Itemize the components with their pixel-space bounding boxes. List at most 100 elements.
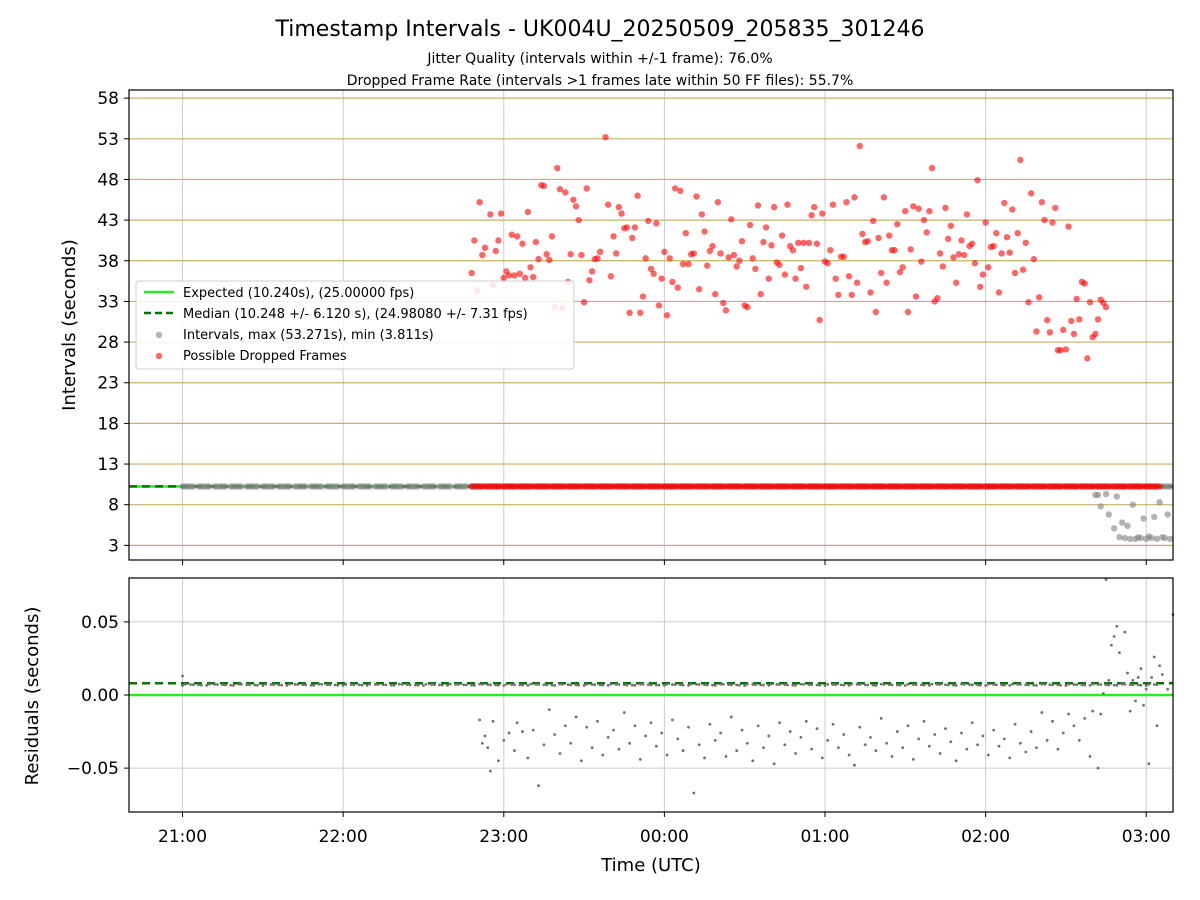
residual-point: [478, 718, 482, 722]
intervals-y-tick-label: 23: [97, 374, 119, 394]
dropped-frame-point: [955, 251, 963, 258]
dropped-frame-point: [776, 261, 783, 269]
residual-point: [778, 721, 781, 725]
dropped-frame-point: [942, 204, 949, 212]
dropped-frame-point: [508, 231, 515, 238]
interval-point: [1126, 535, 1134, 543]
residual-point: [879, 717, 883, 720]
dropped-frame-point: [982, 219, 989, 226]
dropped-frame-point: [736, 257, 743, 264]
intervals-points: [179, 133, 1174, 543]
dropped-frame-point: [1156, 483, 1163, 490]
residual-point: [478, 682, 482, 686]
dropped-frame-point: [543, 251, 550, 258]
residual-point: [919, 683, 923, 687]
residual-point: [537, 683, 540, 686]
dropped-frame-point: [789, 246, 797, 254]
dropped-frame-point: [1086, 299, 1094, 306]
residual-point: [1166, 687, 1170, 691]
residual-point: [1115, 684, 1119, 687]
residual-point: [810, 747, 814, 751]
dropped-frame-point: [1084, 355, 1091, 362]
dropped-frame-point: [795, 239, 802, 247]
dropped-frame-point: [492, 247, 499, 255]
residual-point: [256, 683, 259, 687]
residual-point: [1142, 703, 1145, 707]
residual-point: [815, 683, 819, 687]
residual-point: [189, 683, 192, 686]
residual-point: [743, 684, 747, 687]
residual-point: [601, 683, 605, 687]
dropped-frame-point: [1003, 233, 1011, 241]
residuals-reference-lines: [129, 682, 1173, 697]
dropped-frame-point: [848, 291, 855, 299]
residual-point: [561, 682, 565, 686]
interval-point: [1110, 525, 1118, 532]
dropped-frame-point: [610, 233, 617, 240]
legend-dropped-label: Possible Dropped Frames: [183, 349, 347, 364]
residual-point: [438, 683, 441, 687]
dropped-frame-point: [899, 264, 906, 271]
residual-point: [882, 682, 886, 686]
residual-point: [191, 683, 195, 687]
residual-point: [622, 711, 626, 714]
residual-point: [836, 746, 840, 750]
dropped-frame-point: [792, 275, 799, 282]
residual-point: [863, 743, 867, 747]
dropped-frame-point: [961, 251, 968, 259]
residual-point: [697, 743, 701, 747]
residual-point: [486, 683, 490, 687]
residuals-points: [181, 578, 1175, 795]
dropped-frame-point: [693, 193, 700, 200]
dropped-frame-point: [1081, 280, 1088, 287]
residual-point: [911, 683, 915, 686]
dropped-frame-point: [642, 255, 649, 262]
residual-point: [727, 683, 731, 687]
residual-point: [472, 684, 476, 687]
residual-point: [384, 683, 388, 687]
residual-point: [341, 684, 345, 687]
residual-point: [574, 715, 578, 719]
dropped-frame-point: [650, 270, 657, 277]
dropped-frame-point: [722, 307, 730, 314]
residual-point: [1144, 687, 1148, 691]
dropped-frame-point: [1076, 316, 1083, 323]
residual-point: [740, 728, 744, 732]
dropped-frame-point: [706, 247, 714, 255]
dropped-frame-point: [530, 273, 537, 281]
residual-point: [903, 684, 907, 687]
residual-point: [906, 682, 910, 686]
residual-point: [1096, 766, 1100, 770]
dropped-frame-point: [859, 230, 866, 238]
dropped-frame-point: [995, 289, 1003, 296]
residual-point: [906, 724, 910, 728]
residual-point: [751, 759, 755, 763]
residual-point: [1131, 678, 1135, 682]
residual-point: [874, 749, 878, 752]
residuals-y-ticks: 0.05 0.00 −0.05: [67, 613, 129, 779]
residual-point: [526, 683, 530, 687]
dropped-frame-point: [936, 250, 944, 257]
residual-point: [965, 747, 969, 751]
interval-point: [286, 483, 293, 490]
dropped-frame-point: [963, 211, 971, 218]
residual-point: [1150, 676, 1153, 679]
residual-point: [446, 683, 449, 687]
residual-point: [1110, 643, 1113, 647]
dropped-frame-point: [768, 242, 775, 249]
residual-point: [494, 683, 498, 687]
residual-point: [673, 683, 677, 687]
residual-point: [831, 683, 835, 686]
dropped-frame-point: [532, 238, 540, 246]
interval-point: [398, 483, 406, 490]
residual-point: [1123, 630, 1127, 634]
residual-point: [609, 682, 613, 686]
dropped-frame-point: [829, 201, 837, 208]
dropped-frame-point: [1060, 326, 1067, 334]
residual-point: [513, 749, 516, 752]
residual-point: [703, 683, 706, 687]
dropped-frame-point: [629, 234, 636, 242]
residual-point: [649, 721, 653, 725]
dropped-frame-point: [990, 242, 997, 250]
residual-point: [823, 684, 827, 687]
